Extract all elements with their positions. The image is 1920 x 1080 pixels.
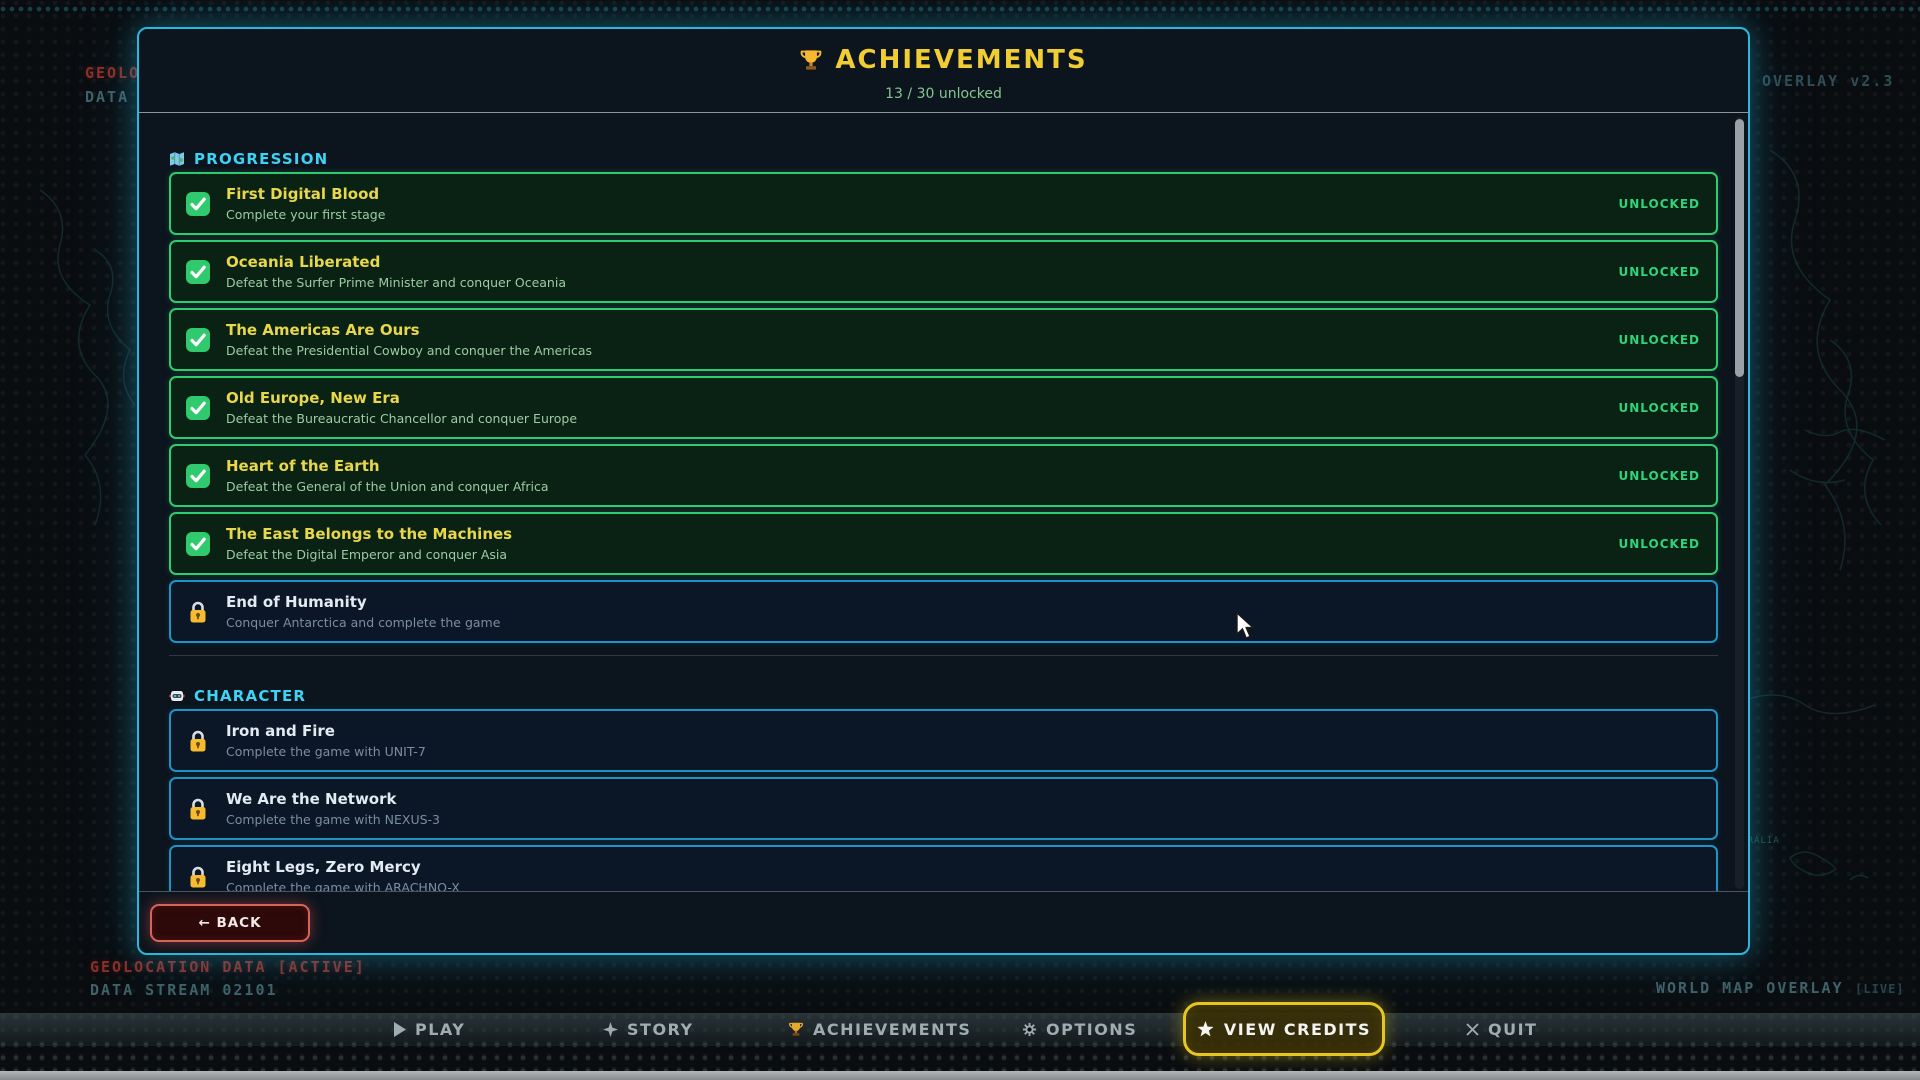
padlock-icon — [190, 798, 206, 819]
hud-top-right: OVERLAY v2.3 — [1762, 72, 1895, 90]
achievement-row: The Americas Are Ours Defeat the Presiden… — [169, 308, 1718, 371]
achievement-description: Complete the game with NEXUS-3 — [226, 812, 440, 827]
hud-overlay-suffix: [LIVE] — [1855, 982, 1905, 996]
achievement-description: Defeat the Presidential Cowboy and conqu… — [226, 343, 593, 358]
status-badge: UNLOCKED — [1618, 400, 1700, 415]
trophy-icon — [801, 49, 822, 70]
hud-bottom-right: WORLD MAP OVERLAY [LIVE] — [1656, 978, 1905, 997]
achievement-title: Eight Legs, Zero Mercy — [226, 858, 421, 876]
achievement-row: Eight Legs, Zero Mercy Complete the game … — [169, 845, 1718, 891]
achievement-description: Conquer Antarctica and complete the game — [226, 615, 501, 630]
check-icon — [186, 191, 210, 216]
achievement-description: Defeat the Digital Emperor and conquer A… — [226, 547, 508, 562]
menu-item-label: STORY — [627, 1020, 694, 1039]
section-header-character: CHARACTER — [169, 686, 1718, 706]
hud-geolocation-text: GEOLOCATION DATA [ACTIVE] — [90, 958, 366, 976]
check-icon — [186, 327, 210, 352]
menu-item-label: PLAY — [415, 1020, 466, 1039]
achievement-title: Iron and Fire — [226, 722, 335, 740]
achievements-list: PROGRESSION First Digital Blood Complete … — [139, 113, 1748, 891]
menu-item-label: VIEW CREDITS — [1223, 1019, 1372, 1039]
status-badge: UNLOCKED — [1618, 264, 1700, 279]
achievement-title: Old Europe, New Era — [226, 389, 400, 407]
robot-icon — [169, 691, 185, 701]
menu-item-quit[interactable]: QUIT — [1466, 1013, 1537, 1046]
section-label: CHARACTER — [194, 687, 307, 705]
gear-icon — [1022, 1022, 1037, 1037]
achievement-title: Oceania Liberated — [226, 253, 381, 271]
world-map-icon — [170, 152, 184, 166]
status-badge: UNLOCKED — [1618, 468, 1700, 483]
achievement-title: End of Humanity — [226, 593, 367, 611]
play-triangle-icon — [394, 1022, 406, 1037]
hud-datastream-text: DATA STREAM 02101 — [90, 981, 278, 999]
achievement-title: First Digital Blood — [226, 185, 380, 203]
achievement-row: We Are the Network Complete the game with… — [169, 777, 1718, 840]
achievement-row: First Digital Blood Complete your first s… — [169, 172, 1718, 235]
achievement-title: We Are the Network — [226, 790, 397, 808]
status-badge: UNLOCKED — [1618, 536, 1700, 551]
section-divider — [169, 655, 1718, 656]
achievement-row: Iron and Fire Complete the game with UNIT… — [169, 709, 1718, 772]
main-menu-bar — [0, 1013, 1920, 1046]
menu-item-play[interactable]: PLAY — [393, 1013, 465, 1046]
achievement-description: Complete the game with ARACHNO-X — [226, 880, 460, 891]
section-label: PROGRESSION — [194, 150, 329, 168]
unlock-count-text: 13 / 30 unlocked — [885, 85, 1002, 102]
scrollbar-track[interactable] — [1735, 117, 1744, 889]
achievement-description: Defeat the General of the Union and conq… — [226, 479, 549, 494]
map-region-label: AUSTRALIA — [1722, 836, 1780, 846]
hud-overlay-text: WORLD MAP OVERLAY — [1656, 979, 1844, 997]
check-icon — [186, 463, 210, 488]
check-icon — [186, 395, 210, 420]
dialog-header: ACHIEVEMENTS 13 / 30 unlocked — [139, 29, 1748, 113]
mouse-cursor — [1236, 612, 1255, 639]
four-point-star-icon — [603, 1022, 618, 1037]
menu-item-achievements[interactable]: ACHIEVEMENTS — [788, 1013, 971, 1046]
check-icon — [186, 259, 210, 284]
section-header-progression: PROGRESSION — [169, 149, 1718, 169]
padlock-icon — [190, 601, 206, 622]
achievement-row: Oceania Liberated Defeat the Surfer Prime… — [169, 240, 1718, 303]
achievement-title: The Americas Are Ours — [226, 321, 420, 339]
check-icon — [186, 531, 210, 556]
status-badge: UNLOCKED — [1618, 332, 1700, 347]
dialog-footer: ← BACK — [139, 891, 1748, 953]
achievement-title: The East Belongs to the Machines — [226, 525, 513, 543]
achievement-row: End of Humanity Conquer Antarctica and co… — [169, 580, 1718, 643]
achievement-title: Heart of the Earth — [226, 457, 380, 475]
top-edge-glow — [0, 4, 1920, 15]
achievement-row: Old Europe, New Era Defeat the Bureaucrat… — [169, 376, 1718, 439]
back-button[interactable]: ← BACK — [150, 903, 310, 942]
menu-item-label: OPTIONS — [1046, 1020, 1138, 1039]
x-icon — [1466, 1023, 1479, 1036]
achievement-description: Defeat the Bureaucratic Chancellor and c… — [226, 411, 578, 426]
padlock-icon — [190, 866, 206, 887]
menu-item-label: QUIT — [1488, 1020, 1538, 1039]
view-credits-button[interactable]: VIEW CREDITS — [1183, 1002, 1385, 1056]
trophy-icon — [789, 1022, 803, 1036]
dialog-title-row: ACHIEVEMENTS — [799, 45, 1087, 75]
achievements-dialog: ACHIEVEMENTS 13 / 30 unlocked PROGRESSIO… — [137, 27, 1750, 955]
hud-bottom-left: GEOLOCATION DATA [ACTIVE] DATA STREAM 02… — [90, 958, 366, 999]
menu-item-story[interactable]: STORY — [603, 1013, 694, 1046]
achievement-description: Complete your first stage — [226, 207, 386, 222]
achievement-row: Heart of the Earth Defeat the General of … — [169, 444, 1718, 507]
padlock-icon — [190, 730, 206, 751]
scrollbar-thumb[interactable] — [1735, 119, 1744, 377]
menu-item-label: ACHIEVEMENTS — [813, 1020, 972, 1039]
page-title: ACHIEVEMENTS — [835, 45, 1088, 75]
achievement-description: Defeat the Surfer Prime Minister and con… — [226, 275, 566, 290]
bottom-perforated-texture — [0, 1042, 1920, 1072]
status-badge: UNLOCKED — [1618, 196, 1700, 211]
star-icon — [1197, 1021, 1214, 1037]
menu-item-options[interactable]: OPTIONS — [1022, 1013, 1137, 1046]
achievement-row: The East Belongs to the Machines Defeat t… — [169, 512, 1718, 575]
bottom-edge-bar — [0, 1071, 1920, 1080]
achievement-description: Complete the game with UNIT-7 — [226, 744, 426, 759]
